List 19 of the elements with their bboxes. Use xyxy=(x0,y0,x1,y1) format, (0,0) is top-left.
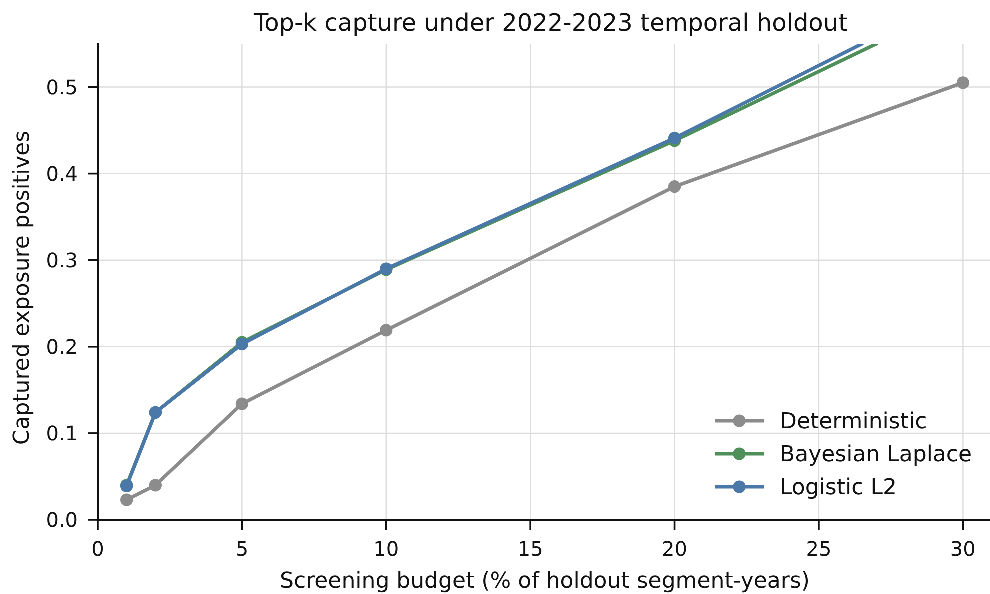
x-axis-title: Screening budget (% of holdout segment-years) xyxy=(280,569,810,594)
y-tick-label: 0.2 xyxy=(46,334,78,359)
x-tick-label: 25 xyxy=(806,537,832,561)
x-tick-label: 5 xyxy=(236,537,249,561)
legend-label: Bayesian Laplace xyxy=(780,442,972,468)
x-tick-label: 0 xyxy=(92,537,104,561)
y-tick-label: 0.0 xyxy=(46,508,78,532)
x-tick-label: 30 xyxy=(950,537,976,561)
x-tick-label: 10 xyxy=(374,537,400,561)
y-axis-title: Captured exposure positives xyxy=(10,130,35,446)
legend-label: Deterministic xyxy=(780,410,928,435)
y-tick-label: 0.3 xyxy=(46,248,78,272)
y-tick-label: 0.5 xyxy=(46,75,78,100)
y-tick-label: 0.1 xyxy=(46,421,78,446)
y-tick-label: 0.4 xyxy=(46,162,78,186)
x-tick-label: 20 xyxy=(662,537,688,561)
legend-label: Logistic L2 xyxy=(780,476,897,501)
x-tick-label: 15 xyxy=(518,537,544,561)
chart-title: Top-k capture under 2022-2023 temporal holdout xyxy=(253,9,848,37)
